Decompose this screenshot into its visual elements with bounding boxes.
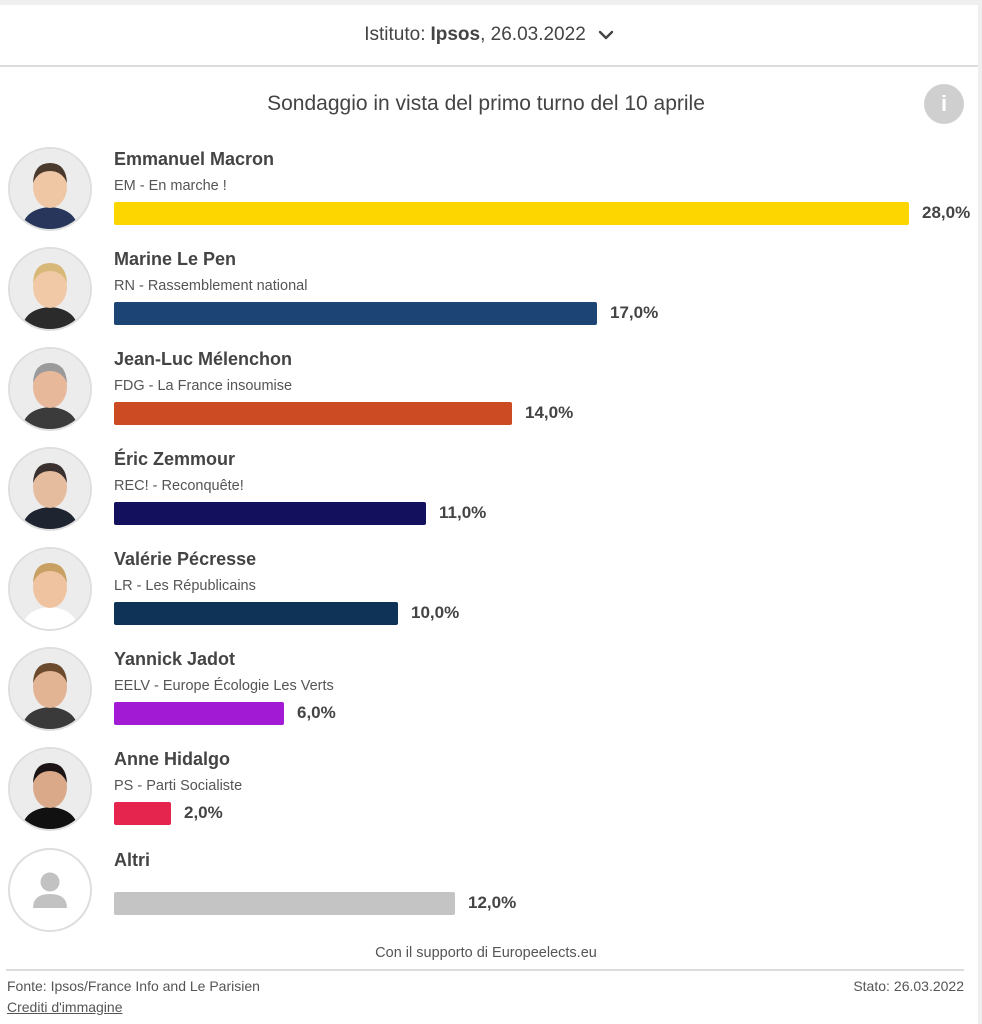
right-edge xyxy=(978,0,982,1024)
status-date: Stato: 26.03.2022 xyxy=(853,978,964,994)
vote-share-label: 12,0% xyxy=(468,893,517,912)
vote-share-bar xyxy=(114,302,597,325)
candidate-row: Altri 12,0% xyxy=(0,848,978,948)
candidate-avatar xyxy=(8,147,92,231)
candidate-name: Éric Zemmour xyxy=(114,449,236,469)
vote-share-bar xyxy=(114,402,512,425)
vote-share-label: 6,0% xyxy=(297,703,336,722)
candidate-avatar xyxy=(8,347,92,431)
candidate-name: Valérie Pécresse xyxy=(114,549,257,569)
candidate-avatar xyxy=(8,247,92,331)
vote-share-bar xyxy=(114,702,284,725)
chevron-down-icon xyxy=(598,30,613,40)
candidate-name: Altri xyxy=(114,850,150,870)
party-name: EELV - Europe Écologie Les Verts xyxy=(114,678,334,694)
candidate-avatar xyxy=(8,647,92,731)
status-label: Stato: xyxy=(853,978,890,994)
candidate-name: Marine Le Pen xyxy=(114,249,237,269)
vote-share-bar xyxy=(114,892,455,915)
candidate-avatar xyxy=(8,547,92,631)
candidate-name: Emmanuel Macron xyxy=(114,149,275,169)
party-name: FDG - La France insoumise xyxy=(114,378,293,394)
institute-date: , 26.03.2022 xyxy=(480,24,586,45)
vote-share-bar xyxy=(114,202,909,225)
candidate-row: Marine Le Pen RN - Rassemblement national… xyxy=(0,247,978,347)
info-button[interactable]: i xyxy=(924,84,964,124)
candidate-row: Valérie Pécresse LR - Les Républicains 10,… xyxy=(0,547,978,647)
vote-share-label: 28,0% xyxy=(922,203,971,222)
top-strip xyxy=(0,0,982,5)
vote-share-label: 2,0% xyxy=(184,803,223,822)
party-name: REC! - Reconquête! xyxy=(114,478,244,494)
poll-title: Sondaggio in vista del primo turno del 1… xyxy=(267,92,705,115)
candidate-row: Éric Zemmour REC! - Reconquête! 11,0% xyxy=(0,447,978,547)
vote-share-bar xyxy=(114,802,171,825)
candidate-avatar xyxy=(8,447,92,531)
person-placeholder-icon xyxy=(8,848,92,932)
candidate-row: Anne Hidalgo PS - Parti Socialiste 2,0% xyxy=(0,747,978,847)
institute-label: Istituto: xyxy=(364,24,426,45)
candidate-name: Jean-Luc Mélenchon xyxy=(114,349,293,369)
status-value: 26.03.2022 xyxy=(893,978,964,994)
party-name: LR - Les Républicains xyxy=(114,578,256,594)
footer-divider xyxy=(6,969,964,971)
institute-name: Ipsos xyxy=(430,24,481,45)
party-name: EM - En marche ! xyxy=(114,178,227,194)
vote-share-label: 17,0% xyxy=(610,303,659,322)
vote-share-label: 11,0% xyxy=(439,503,487,522)
candidate-row: Jean-Luc Mélenchon FDG - La France insoum… xyxy=(0,347,978,447)
source-text: Fonte: Ipsos/France Info and Le Parisien xyxy=(7,978,260,994)
candidate-name: Yannick Jadot xyxy=(114,649,236,669)
vote-share-label: 14,0% xyxy=(525,403,574,422)
candidate-name: Anne Hidalgo xyxy=(114,749,230,769)
support-note: Con il supporto di Europeelects.eu xyxy=(375,945,597,961)
vote-share-bar xyxy=(114,602,398,625)
candidate-avatar xyxy=(8,747,92,831)
vote-share-label: 10,0% xyxy=(411,603,460,622)
party-name: PS - Parti Socialiste xyxy=(114,778,243,794)
candidate-row: Emmanuel Macron EM - En marche ! 28,0% xyxy=(0,147,978,247)
institute-selector[interactable]: Istituto: Ipsos , 26.03.2022 xyxy=(0,5,978,67)
party-name: RN - Rassemblement national xyxy=(114,278,308,294)
image-credits-link[interactable]: Crediti d'immagine xyxy=(7,999,123,1015)
candidate-row: Yannick Jadot EELV - Europe Écologie Les … xyxy=(0,647,978,747)
vote-share-bar xyxy=(114,502,426,525)
